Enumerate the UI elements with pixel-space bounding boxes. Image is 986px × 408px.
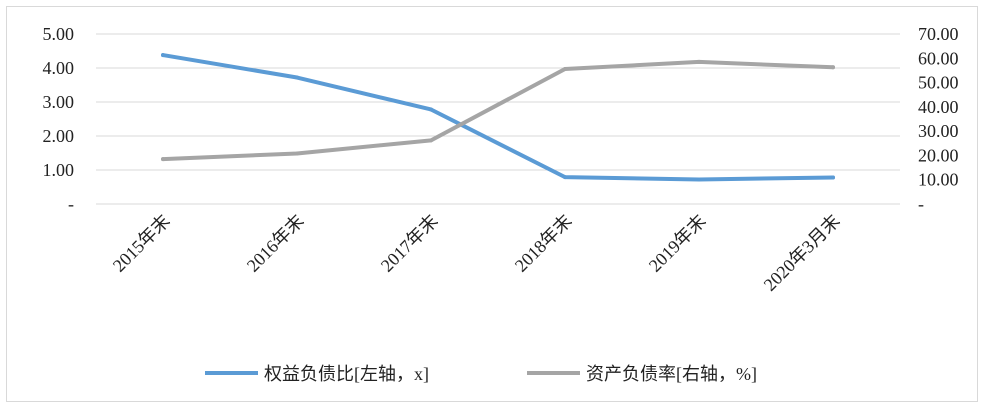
data-point-equity-debt-ratio <box>831 175 835 180</box>
right-axis-tick-label: 60.00 <box>918 48 959 68</box>
right-axis-tick-label: - <box>918 194 924 214</box>
x-axis-category-label: 2015年末 <box>109 211 174 276</box>
right-axis-tick-label: 70.00 <box>918 24 959 44</box>
series-line-equity-debt-ratio <box>161 53 835 182</box>
data-point-equity-debt-ratio <box>429 107 433 112</box>
x-axis-category-label: 2016年末 <box>243 211 308 276</box>
data-point-equity-debt-ratio <box>295 75 299 80</box>
x-axis-category-label: 2019年末 <box>645 211 710 276</box>
left-axis-ticks: - 1.00 2.00 3.00 4.00 5.00 <box>43 24 75 214</box>
left-axis-tick-label: 2.00 <box>43 126 75 146</box>
data-point-asset-liability-ratio <box>429 138 433 143</box>
data-point-asset-liability-ratio <box>563 66 567 71</box>
legend: 权益负债比[左轴，x] 资产负债率[右轴，%] <box>205 364 757 384</box>
x-axis-ticks: 2015年末 2016年末 2017年末 2018年末 2019年末 2020年3月末 <box>109 211 844 295</box>
legend-label-asset-liability-ratio: 资产负债率[右轴，%] <box>586 364 757 384</box>
series-line-asset-liability-ratio <box>161 59 835 162</box>
data-point-equity-debt-ratio <box>161 53 165 58</box>
left-axis-tick-label: 3.00 <box>43 92 75 112</box>
left-axis-tick-label: 4.00 <box>43 58 75 78</box>
right-axis-tick-label: 50.00 <box>918 73 959 93</box>
x-axis-category-label: 2017年末 <box>377 211 442 276</box>
left-axis-tick-label: - <box>68 194 74 214</box>
series-lines <box>161 53 835 182</box>
data-point-asset-liability-ratio <box>161 157 165 162</box>
right-axis-tick-label: 10.00 <box>918 170 959 190</box>
right-axis-ticks: - 10.00 20.00 30.00 40.00 50.00 60.00 70.00 <box>918 24 959 214</box>
data-point-asset-liability-ratio <box>831 65 835 70</box>
data-point-asset-liability-ratio <box>697 59 701 64</box>
right-axis-tick-label: 40.00 <box>918 97 959 117</box>
left-axis-tick-label: 1.00 <box>43 160 75 180</box>
x-axis-category-label: 2018年末 <box>511 211 576 276</box>
data-point-equity-debt-ratio <box>697 177 701 182</box>
legend-label-equity-debt-ratio: 权益负债比[左轴，x] <box>264 364 429 384</box>
right-axis-tick-label: 30.00 <box>918 121 959 141</box>
x-axis-category-label: 2020年3月末 <box>760 211 844 295</box>
right-axis-tick-label: 20.00 <box>918 145 959 165</box>
data-point-asset-liability-ratio <box>295 151 299 156</box>
left-axis-tick-label: 5.00 <box>43 24 75 44</box>
data-point-equity-debt-ratio <box>563 175 567 180</box>
